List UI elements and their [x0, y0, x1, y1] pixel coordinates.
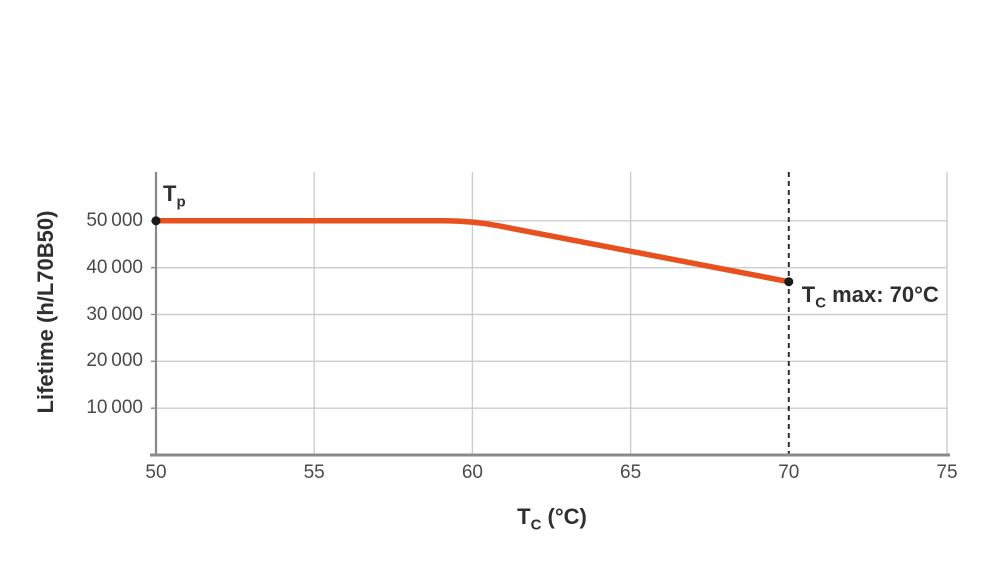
x-axis-title-sub: C	[530, 516, 542, 534]
y-tick-label: 10 000	[86, 397, 143, 419]
tc-max-annotation-rest: max: 70°C	[826, 281, 939, 307]
y-tick-label: 30 000	[86, 303, 143, 325]
x-tick-label: 60	[461, 462, 483, 483]
y-tick-label: 50 000	[86, 209, 143, 231]
x-tick-label: 75	[936, 462, 958, 483]
x-axis-title-main: T	[517, 504, 531, 529]
tp-annotation-main: T	[163, 180, 177, 206]
tp-annotation: Tp	[163, 180, 186, 209]
x-tick-label: 50	[145, 462, 167, 483]
y-tick-label: 20 000	[86, 350, 143, 372]
y-tick-label: 40 000	[86, 256, 143, 278]
tp-annotation-sub: p	[176, 193, 186, 211]
x-tick-label: 70	[778, 462, 800, 483]
data-point-dot	[784, 277, 794, 287]
x-axis-title: TC (°C)	[517, 504, 587, 534]
y-axis-title: Lifetime (h/L70B50)	[33, 210, 58, 414]
tc-max-annotation: TC max: 70°C	[801, 281, 939, 310]
lifetime-curve	[153, 218, 792, 285]
tc-max-annotation-main: T	[801, 281, 816, 307]
x-tick-label: 55	[303, 462, 325, 483]
x-axis-title-rest: (°C)	[541, 504, 587, 529]
tc-max-annotation-sub: C	[815, 294, 827, 312]
data-point-dot	[151, 216, 161, 226]
x-tick-label: 65	[620, 462, 642, 483]
